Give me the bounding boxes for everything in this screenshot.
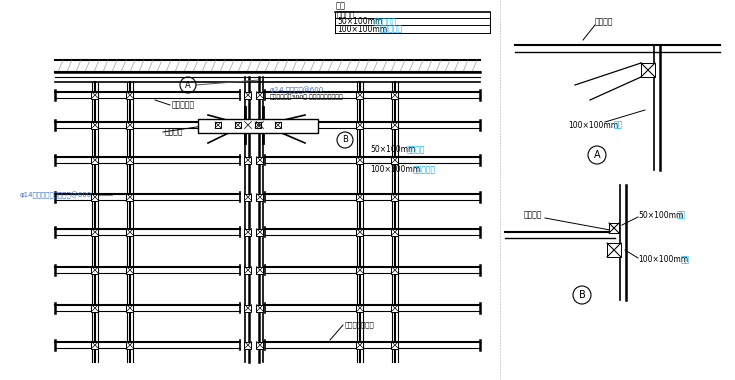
Text: 100×100mm: 100×100mm <box>370 166 420 174</box>
Bar <box>126 193 134 201</box>
Bar <box>245 157 251 163</box>
Bar <box>257 122 264 128</box>
Bar <box>607 243 621 257</box>
Bar <box>245 342 251 348</box>
Bar <box>255 122 261 128</box>
Text: φ14对拉螺栓（不穿墙）@600: φ14对拉螺栓（不穿墙）@600 <box>20 191 93 199</box>
Text: 方木主龙骨: 方木主龙骨 <box>413 166 436 174</box>
Bar <box>641 63 655 77</box>
Bar <box>356 266 364 274</box>
Bar <box>91 228 98 236</box>
Bar <box>91 342 98 348</box>
Text: 方木主龙骨: 方木主龙骨 <box>380 24 403 33</box>
Bar <box>392 193 398 201</box>
Text: 厚层多层板: 厚层多层板 <box>172 100 195 109</box>
Text: φ14 对拉螺栓@600: φ14 对拉螺栓@600 <box>270 86 323 94</box>
Text: 底板: 底板 <box>336 2 346 11</box>
Text: 100×100mm: 100×100mm <box>568 120 618 130</box>
Bar <box>392 266 398 274</box>
Bar <box>392 228 398 236</box>
Bar <box>126 266 134 274</box>
Bar <box>91 92 98 98</box>
Text: 方木斜撑: 方木斜撑 <box>165 128 184 136</box>
Bar <box>245 266 251 274</box>
Text: 方木次龙骨: 方木次龙骨 <box>374 17 397 27</box>
Text: 50×100mm: 50×100mm <box>370 146 415 155</box>
Bar <box>91 122 98 128</box>
Bar <box>91 193 98 201</box>
Text: B: B <box>342 136 348 144</box>
Bar <box>257 193 264 201</box>
Bar <box>609 223 619 233</box>
Text: 100×100mm: 100×100mm <box>337 24 387 33</box>
Bar <box>126 122 134 128</box>
Bar <box>356 157 364 163</box>
Text: 木塑模板: 木塑模板 <box>337 11 356 19</box>
Bar <box>245 228 251 236</box>
Text: 100×100mm: 100×100mm <box>638 255 688 264</box>
Bar <box>275 122 281 128</box>
Bar <box>257 157 264 163</box>
Text: A: A <box>594 150 600 160</box>
Bar <box>91 304 98 312</box>
Text: 50×100mm: 50×100mm <box>337 17 382 27</box>
Bar <box>126 228 134 236</box>
Bar <box>356 342 364 348</box>
Bar <box>356 92 364 98</box>
Bar <box>245 304 251 312</box>
Bar <box>257 266 264 274</box>
Text: 木塑模板: 木塑模板 <box>595 17 614 27</box>
Bar <box>126 157 134 163</box>
Bar <box>356 122 364 128</box>
Bar <box>392 92 398 98</box>
Text: 满足刚度和架支: 满足刚度和架支 <box>345 322 375 328</box>
Bar <box>235 122 241 128</box>
Bar <box>257 304 264 312</box>
Text: 木次龙骨: 木次龙骨 <box>407 146 426 155</box>
Text: 50×100mm: 50×100mm <box>638 211 684 220</box>
Bar <box>245 193 251 201</box>
Bar <box>257 228 264 236</box>
Text: B: B <box>578 290 585 300</box>
Bar <box>91 266 98 274</box>
Bar <box>126 342 134 348</box>
Bar <box>245 122 251 128</box>
Bar <box>198 119 318 133</box>
Text: A: A <box>185 81 191 90</box>
Text: 兼净距每增加300处,密排加一道对拉螺栓: 兼净距每增加300处,密排加一道对拉螺栓 <box>270 94 344 100</box>
Bar <box>126 304 134 312</box>
Bar <box>392 122 398 128</box>
Bar <box>215 122 221 128</box>
Bar <box>356 304 364 312</box>
Bar <box>245 92 251 98</box>
Bar <box>356 193 364 201</box>
Bar <box>392 157 398 163</box>
Text: 方木: 方木 <box>681 255 690 264</box>
Bar <box>126 92 134 98</box>
Bar <box>257 342 264 348</box>
Bar <box>356 228 364 236</box>
Text: 木板模板: 木板模板 <box>524 211 542 220</box>
Bar <box>392 304 398 312</box>
Bar <box>257 92 264 98</box>
Text: 方木: 方木 <box>614 120 623 130</box>
Bar <box>91 157 98 163</box>
Text: 方木: 方木 <box>677 211 686 220</box>
Bar <box>392 342 398 348</box>
